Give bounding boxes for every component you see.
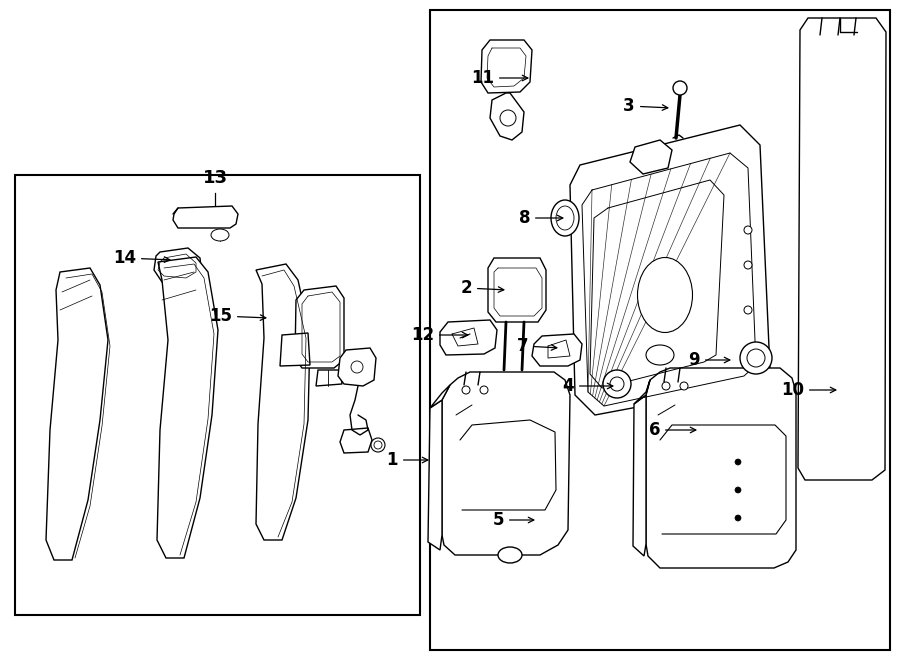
Circle shape	[735, 487, 741, 493]
Ellipse shape	[637, 258, 692, 332]
Text: 12: 12	[411, 326, 468, 344]
Bar	[15, 175, 420, 615]
Circle shape	[744, 261, 752, 269]
Text: 13: 13	[202, 169, 228, 187]
Polygon shape	[173, 206, 238, 228]
Circle shape	[662, 382, 670, 390]
Polygon shape	[316, 370, 342, 386]
Circle shape	[610, 377, 624, 391]
Circle shape	[735, 515, 741, 521]
Text: 1: 1	[386, 451, 427, 469]
Ellipse shape	[646, 345, 674, 365]
Circle shape	[603, 370, 631, 398]
Circle shape	[680, 382, 688, 390]
Text: 3: 3	[624, 97, 668, 115]
Polygon shape	[256, 264, 310, 540]
Polygon shape	[633, 395, 646, 556]
Polygon shape	[646, 368, 796, 568]
Polygon shape	[798, 18, 886, 480]
Polygon shape	[488, 258, 546, 322]
Circle shape	[462, 386, 470, 394]
Polygon shape	[570, 125, 770, 415]
Circle shape	[744, 306, 752, 314]
Text: 2: 2	[461, 279, 504, 297]
Polygon shape	[154, 248, 202, 284]
Circle shape	[740, 342, 772, 374]
Text: 14: 14	[112, 249, 170, 267]
Ellipse shape	[211, 229, 229, 241]
Polygon shape	[338, 348, 376, 386]
Circle shape	[480, 386, 488, 394]
Circle shape	[744, 346, 752, 354]
Circle shape	[673, 81, 687, 95]
Circle shape	[500, 110, 516, 126]
Polygon shape	[532, 334, 582, 366]
Polygon shape	[295, 286, 344, 368]
Polygon shape	[428, 400, 442, 550]
Polygon shape	[630, 140, 672, 174]
Text: 8: 8	[518, 209, 562, 227]
Text: 6: 6	[649, 421, 696, 439]
Polygon shape	[157, 257, 218, 558]
Polygon shape	[634, 380, 650, 404]
Circle shape	[371, 438, 385, 452]
Circle shape	[374, 441, 382, 449]
Text: 9: 9	[688, 351, 730, 369]
Polygon shape	[280, 333, 310, 366]
Text: 15: 15	[209, 307, 266, 325]
Text: 4: 4	[562, 377, 613, 395]
Circle shape	[747, 349, 765, 367]
Ellipse shape	[556, 206, 574, 230]
Polygon shape	[440, 320, 497, 355]
Circle shape	[351, 361, 363, 373]
Polygon shape	[442, 372, 570, 555]
Polygon shape	[490, 93, 524, 140]
Ellipse shape	[551, 200, 579, 236]
Polygon shape	[481, 40, 532, 93]
Circle shape	[744, 226, 752, 234]
Ellipse shape	[498, 547, 522, 563]
Bar	[430, 10, 890, 650]
Text: 11: 11	[471, 69, 527, 87]
Polygon shape	[46, 268, 108, 560]
Text: 10: 10	[781, 381, 836, 399]
Polygon shape	[430, 385, 450, 408]
Circle shape	[735, 459, 741, 465]
Polygon shape	[340, 428, 372, 453]
Text: 5: 5	[492, 511, 534, 529]
Text: 7: 7	[518, 337, 557, 355]
